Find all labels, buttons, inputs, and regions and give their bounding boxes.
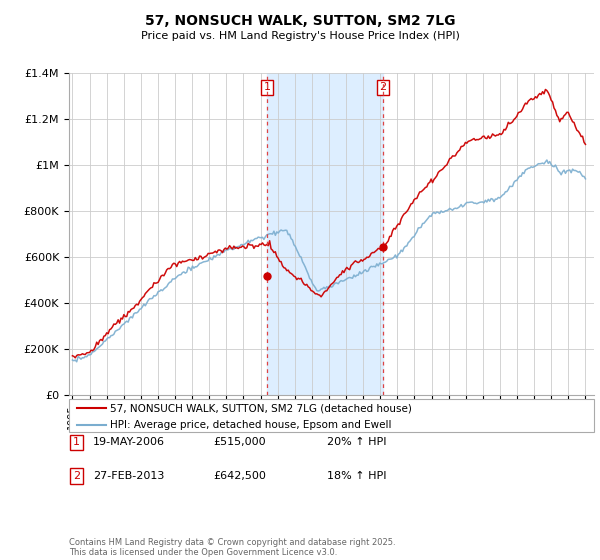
Text: HPI: Average price, detached house, Epsom and Ewell: HPI: Average price, detached house, Epso… bbox=[110, 420, 391, 430]
Text: 2: 2 bbox=[379, 82, 386, 92]
Text: £642,500: £642,500 bbox=[213, 471, 266, 481]
Text: £515,000: £515,000 bbox=[213, 437, 266, 447]
Text: 19-MAY-2006: 19-MAY-2006 bbox=[93, 437, 165, 447]
FancyBboxPatch shape bbox=[70, 468, 83, 483]
Text: Contains HM Land Registry data © Crown copyright and database right 2025.
This d: Contains HM Land Registry data © Crown c… bbox=[69, 538, 395, 557]
Text: 27-FEB-2013: 27-FEB-2013 bbox=[93, 471, 164, 481]
Text: 18% ↑ HPI: 18% ↑ HPI bbox=[327, 471, 386, 481]
FancyBboxPatch shape bbox=[70, 435, 83, 450]
Bar bbox=[267, 73, 383, 395]
Text: 1: 1 bbox=[73, 437, 80, 447]
Text: 57, NONSUCH WALK, SUTTON, SM2 7LG (detached house): 57, NONSUCH WALK, SUTTON, SM2 7LG (detac… bbox=[110, 403, 412, 413]
Text: 20% ↑ HPI: 20% ↑ HPI bbox=[327, 437, 386, 447]
Text: 57, NONSUCH WALK, SUTTON, SM2 7LG: 57, NONSUCH WALK, SUTTON, SM2 7LG bbox=[145, 14, 455, 28]
Text: Price paid vs. HM Land Registry's House Price Index (HPI): Price paid vs. HM Land Registry's House … bbox=[140, 31, 460, 41]
Text: 1: 1 bbox=[263, 82, 271, 92]
FancyBboxPatch shape bbox=[69, 399, 594, 432]
Text: 2: 2 bbox=[73, 471, 80, 481]
